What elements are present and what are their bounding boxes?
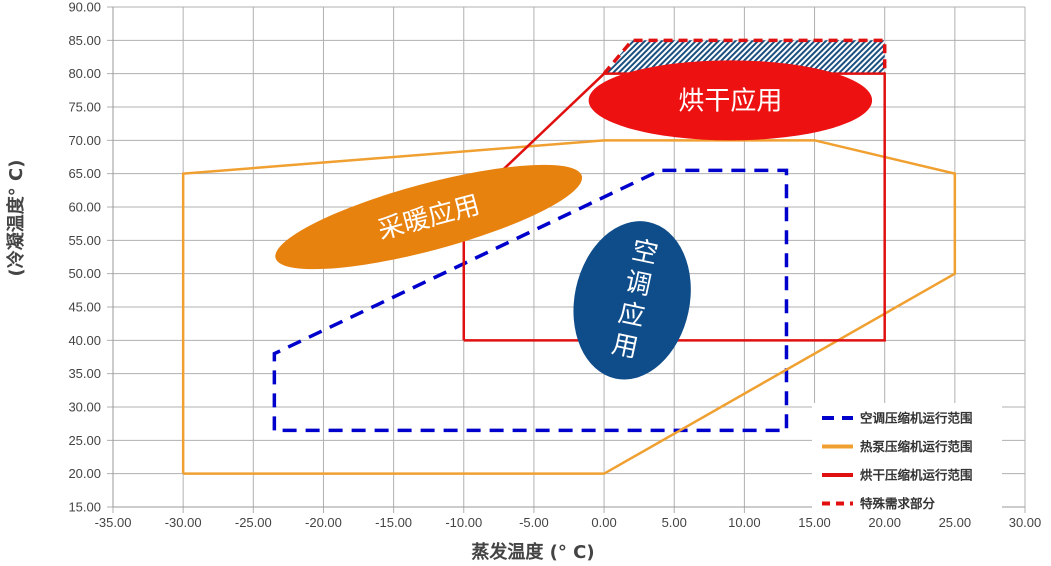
- special-demand-line: [602, 38, 887, 75]
- legend-label: 热泵压缩机运行范围: [860, 439, 973, 454]
- y-axis-label: (冷凝温度° C): [5, 160, 27, 277]
- y-tick-label: 15.00: [68, 500, 101, 515]
- x-tick-label: 10.00: [728, 515, 761, 530]
- legend-label: 烘干压缩机运行范围: [860, 468, 973, 483]
- y-tick-label: 35.00: [68, 366, 101, 381]
- y-tick-label: 70.00: [68, 133, 101, 148]
- y-tick-label: 25.00: [68, 433, 101, 448]
- x-axis-label: 蒸发温度 (° C): [471, 541, 594, 563]
- y-tick-label: 45.00: [68, 300, 101, 315]
- y-tick-label: 90.00: [68, 0, 101, 15]
- x-tick-label: 20.00: [868, 515, 901, 530]
- annotation-0: 采暖应用: [275, 164, 583, 270]
- y-tick-label: 20.00: [68, 466, 101, 481]
- annotation-ellipse: [573, 221, 691, 380]
- x-tick-label: -15.00: [375, 515, 412, 530]
- x-tick-label: 30.00: [1009, 515, 1042, 530]
- y-tick-label: 40.00: [68, 333, 101, 348]
- x-tick-label: -30.00: [165, 515, 202, 530]
- x-tick-label: 25.00: [939, 515, 972, 530]
- legend-label: 空调压缩机运行范围: [860, 411, 973, 426]
- y-tick-label: 50.00: [68, 266, 101, 281]
- x-tick-label: 5.00: [662, 515, 687, 530]
- y-tick-label: 55.00: [68, 233, 101, 248]
- x-tick-label: 15.00: [798, 515, 831, 530]
- x-tick-label: -20.00: [305, 515, 342, 530]
- annotation-ellipse: [275, 164, 583, 270]
- annotation-label: 烘干应用: [678, 86, 782, 116]
- y-tick-label: 80.00: [68, 66, 101, 81]
- annotation-2: 空调应用: [573, 221, 691, 380]
- ac-range-line: [272, 168, 789, 433]
- y-tick-label: 60.00: [68, 200, 101, 215]
- tick-labels: -35.00 -30.00 -25.00 -20.00 -15.00 -10.00 -5.0…: [68, 0, 1041, 530]
- x-tick-label: -35.00: [95, 515, 132, 530]
- y-tick-label: 85.00: [68, 33, 101, 48]
- y-tick-label: 65.00: [68, 166, 101, 181]
- y-tick-label: 30.00: [68, 400, 101, 415]
- x-tick-label: -25.00: [235, 515, 272, 530]
- x-tick-label: 0.00: [591, 515, 616, 530]
- x-tick-label: -10.00: [445, 515, 482, 530]
- x-tick-label: -5.00: [519, 515, 549, 530]
- legend-label: 特殊需求部分: [860, 496, 936, 511]
- y-tick-label: 75.00: [68, 100, 101, 115]
- annotation-ellipse: [588, 60, 873, 141]
- annotation-1: 烘干应用: [588, 60, 873, 141]
